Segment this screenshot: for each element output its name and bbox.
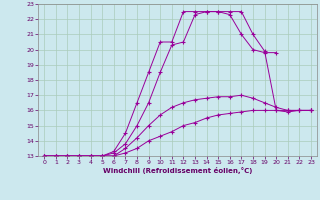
X-axis label: Windchill (Refroidissement éolien,°C): Windchill (Refroidissement éolien,°C) [103,167,252,174]
